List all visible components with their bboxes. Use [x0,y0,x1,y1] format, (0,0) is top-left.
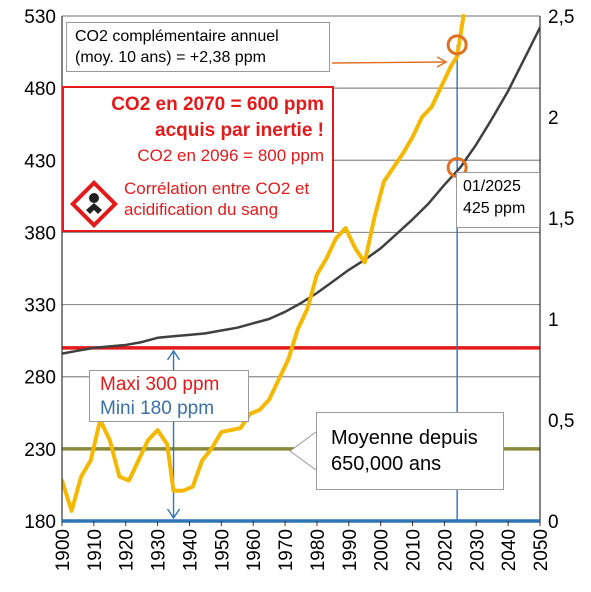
x-tick-label: 2010 [404,529,425,571]
mean-callout-box: Moyenne depuis 650,000 ans [316,412,504,490]
warning-line-1: CO2 en 2070 = 600 ppm [111,94,324,115]
y-left-tick-label: 280 [24,368,56,389]
date-line-1: 01/2025 [463,178,521,195]
y-left-tick-label: 430 [24,151,56,172]
y-left-tick-label: 330 [24,296,56,317]
y-right-tick-labels: 2,5 2 1,5 1 0,5 0 [548,7,574,533]
x-tick-label: 2000 [372,529,393,571]
co2-concentration-line [62,26,540,355]
y-left-tick-label: 180 [24,512,56,533]
y-left-tick-label: 380 [24,223,56,244]
mean-callout-pointer [289,431,317,471]
mean-line-2: 650,000 ans [331,453,442,475]
x-tick-label: 1950 [212,529,233,571]
current-value-box: 01/2025 425 ppm [456,172,540,228]
annual-arrowhead [436,56,448,68]
x-tick-label: 1930 [149,529,170,571]
y-left-tick-label: 480 [24,79,56,100]
x-tick-label: 2020 [435,529,456,571]
x-tick-label: 1980 [308,529,329,571]
x-tick-label: 1990 [340,529,361,571]
annual-increase-box: CO2 complémentaire annuel (moy. 10 ans) … [66,22,330,72]
inertia-warning-box: CO2 en 2070 = 600 ppm acquis par inertie… [62,86,334,232]
annual-line-2: (moy. 10 ans) = +2,38 ppm [75,49,266,66]
max-min-box: Maxi 300 ppm Mini 180 ppm [89,370,249,422]
x-tick-labels: 1900 1910 1920 1930 1940 1950 1960 1970 1980 1990… [53,529,552,571]
y-left-tick-label: 230 [24,440,56,461]
date-line-2: 425 ppm [463,200,526,217]
series-lines [62,14,540,513]
x-tick-label: 2040 [499,529,520,571]
annual-line-1: CO2 complémentaire annuel [75,28,279,45]
warning-line-2: acquis par inertie ! [155,120,324,141]
y-right-tick-label: 1 [548,310,559,331]
arrowhead-up [166,349,181,361]
x-tick-label: 2050 [531,529,552,571]
x-tick-label: 2030 [467,529,488,571]
y-right-tick-label: 0 [548,512,559,533]
hazard-icon [70,180,118,228]
annotation-arrows [289,56,448,471]
warning-line-4: Corrélation entre CO2 et acidification d… [124,179,310,219]
x-tick-label: 1970 [276,529,297,571]
x-tick-label: 1960 [244,529,265,571]
annual-increase-line [62,14,466,513]
warning-line-3: CO2 en 2096 = 800 ppm [137,146,324,165]
arrowhead-down [166,508,181,520]
x-tick-label: 1900 [53,529,74,571]
highlight-marker [446,34,468,56]
y-right-tick-label: 2,5 [548,7,574,28]
y-right-tick-label: 1,5 [548,209,574,230]
axes [61,16,541,526]
x-tick-label: 1920 [117,529,138,571]
x-tick-label: 1940 [180,529,201,571]
y-right-tick-label: 2 [548,108,559,129]
mean-line-1: Moyenne depuis [331,427,478,449]
annual-arrow [331,61,446,64]
x-tick-label: 1910 [85,529,106,571]
y-left-tick-labels: 530 480 430 380 330 280 230 180 [24,7,56,533]
y-right-tick-label: 0,5 [548,411,574,432]
min-label: Mini 180 ppm [100,398,215,419]
max-label: Maxi 300 ppm [100,374,220,395]
y-left-tick-label: 530 [24,7,56,28]
